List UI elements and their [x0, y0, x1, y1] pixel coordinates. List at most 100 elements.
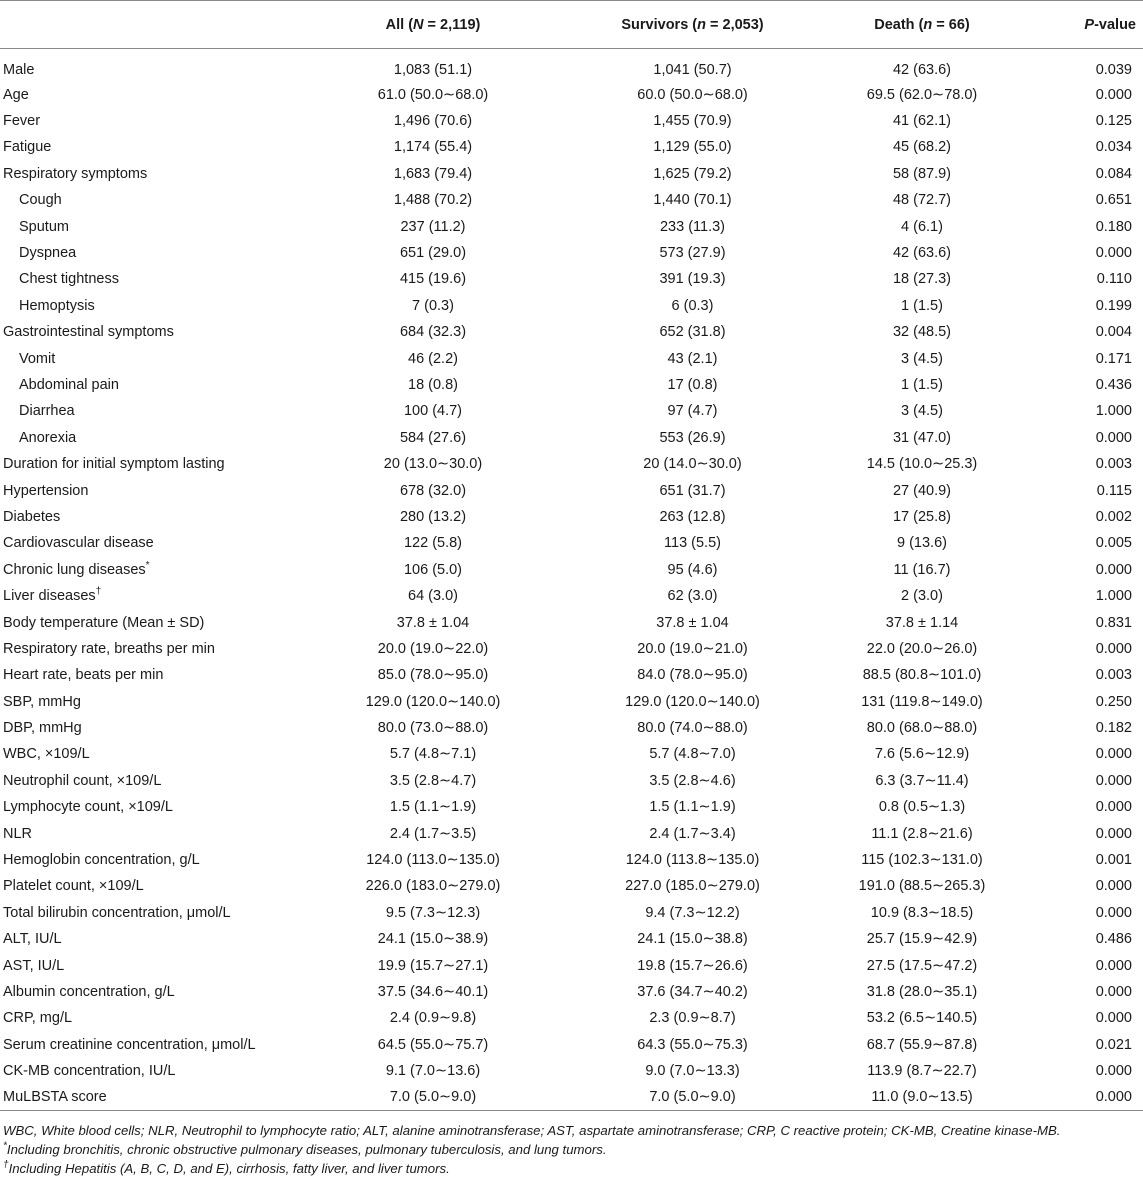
cell-death: 32 (48.5)	[892, 324, 952, 341]
cell-p-value: 0.486	[1095, 931, 1132, 948]
cell-all: 584 (27.6)	[399, 429, 467, 446]
footnote-marker: †	[3, 1159, 9, 1171]
cell-all: 2.4 (0.9∼9.8)	[389, 1010, 477, 1027]
row-label: Gastrointestinal symptoms	[3, 324, 174, 341]
row-label: Albumin concentration, g/L	[3, 983, 175, 1000]
cell-survivors: 391 (19.3)	[659, 271, 726, 288]
cell-death: 27 (40.9)	[892, 482, 952, 499]
row-label: Cough	[19, 192, 62, 209]
row-label: MuLBSTA score	[0, 1084, 300, 1112]
cell-survivors: 37.8 ± 1.04	[656, 614, 729, 631]
cell-all: 1,174 (55.4)	[393, 139, 473, 156]
header-p-value: P-value	[1025, 0, 1143, 49]
cell-survivors: 84.0 (78.0∼95.0)	[637, 667, 748, 684]
table-row: Sputum 237 (11.2) 233 (11.3) 4 (6.1) 0.180	[0, 213, 1143, 239]
cell-p-value: 0.651	[1095, 192, 1132, 209]
cell-all: 415 (19.6)	[399, 271, 467, 288]
table-footnotes: WBC, White blood cells; NLR, Neutrophil …	[0, 1121, 1143, 1178]
cell-all: 20 (13.0∼30.0)	[383, 456, 483, 473]
cell-all: 651 (29.0)	[399, 245, 467, 262]
row-label: Hypertension	[3, 482, 89, 499]
cell-survivors: 2.4 (1.7∼3.4)	[649, 825, 736, 842]
table-body: Male 1,083 (51.1) 1,041 (50.7) 42 (63.6) 0.0…	[0, 49, 1143, 1112]
cell-survivors: 1,041 (50.7)	[653, 61, 732, 78]
cell-all: 237 (11.2)	[400, 218, 466, 235]
footnote-marker: *	[3, 1140, 7, 1152]
cell-death: 18 (27.3)	[892, 271, 952, 288]
row-label: Respiratory symptoms	[3, 165, 148, 182]
row-label: DBP, mmHg	[3, 720, 82, 737]
table-row: Hemoptysis 7 (0.3) 6 (0.3) 1 (1.5) 0.199	[0, 293, 1143, 319]
cell-death: 69.5 (62.0∼78.0)	[866, 86, 978, 103]
row-label: Abdominal pain	[19, 376, 119, 393]
table-row: Heart rate, beats per min 85.0 (78.0∼95.0…	[0, 662, 1143, 688]
header-death: Death (n = 66)	[819, 0, 1025, 49]
cell-survivors: 1,455 (70.9)	[653, 113, 732, 130]
row-label: Chest tightness	[19, 271, 119, 288]
cell-all: 64 (3.0)	[408, 588, 458, 605]
row-label: SBP, mmHg	[3, 693, 81, 710]
row-label: CRP, mg/L	[3, 1010, 73, 1027]
cell-death: 14.5 (10.0∼25.3)	[866, 456, 978, 473]
cell-death: 11.1 (2.8∼21.6)	[871, 825, 973, 842]
cell-all: 280 (13.2)	[399, 508, 467, 525]
cell-p-value: 0.436	[1095, 376, 1132, 393]
cell-survivors: 17 (0.8)	[667, 376, 718, 393]
cell-death: 191.0 (88.5∼265.3)	[858, 878, 986, 895]
cell-survivors: 652 (31.8)	[659, 324, 726, 341]
cell-all: 19.9 (15.7∼27.1)	[377, 957, 489, 974]
cell-death: 4 (6.1)	[901, 218, 943, 235]
cell-all: 61.0 (50.0∼68.0)	[377, 86, 489, 103]
table-row: Platelet count, ×109/L 226.0 (183.0∼279.0…	[0, 873, 1143, 899]
cell-all: 226.0 (183.0∼279.0)	[365, 878, 501, 895]
table-row: Diabetes 280 (13.2) 263 (12.8) 17 (25.8) 0.0…	[0, 504, 1143, 530]
cell-p-value: 0.125	[1095, 113, 1132, 130]
cell-survivors: 60.0 (50.0∼68.0)	[637, 86, 748, 103]
cell-p-value: 0.250	[1095, 693, 1132, 710]
cell-p-value: 0.182	[1095, 720, 1132, 737]
table-row: Diarrhea 100 (4.7) 97 (4.7) 3 (4.5) 1.000	[0, 398, 1143, 424]
row-label: Male	[3, 61, 35, 78]
cell-death: 11.0 (9.0∼13.5)	[819, 1084, 1025, 1112]
cell-p-value: 0.110	[1096, 271, 1132, 288]
table-row: Dyspnea 651 (29.0) 573 (27.9) 42 (63.6) 0.00…	[0, 240, 1143, 266]
cell-death: 7.6 (5.6∼12.9)	[874, 746, 970, 763]
cell-all: 9.5 (7.3∼12.3)	[385, 904, 481, 921]
cell-death: 37.8 ± 1.14	[885, 614, 959, 631]
cell-p-value: 0.000	[1095, 640, 1132, 657]
cell-p-value: 0.115	[1096, 482, 1132, 499]
table-row: NLR 2.4 (1.7∼3.5) 2.4 (1.7∼3.4) 11.1 (2.8∼2…	[0, 820, 1143, 846]
cell-all: 7 (0.3)	[412, 297, 454, 314]
cell-survivors: 2.3 (0.9∼8.7)	[649, 1010, 736, 1027]
row-label: Heart rate, beats per min	[3, 667, 164, 684]
footnote: WBC, White blood cells; NLR, Neutrophil …	[3, 1123, 1061, 1139]
cell-p-value: 0.000	[1095, 429, 1132, 446]
row-label: Diabetes	[3, 508, 61, 525]
cell-death: 22.0 (20.0∼26.0)	[866, 640, 978, 657]
cell-p-value: 0.039	[1095, 61, 1132, 78]
cell-p-value: 0.000	[1095, 561, 1132, 578]
cell-p-value: 0.000	[1095, 245, 1132, 262]
table-row: Cough 1,488 (70.2) 1,440 (70.1) 48 (72.7) 0.…	[0, 187, 1143, 213]
cell-p-value: 0.000	[1095, 1010, 1132, 1027]
table-row: Fatigue 1,174 (55.4) 1,129 (55.0) 45 (68.2)…	[0, 134, 1143, 160]
cell-survivors: 573 (27.9)	[659, 245, 726, 262]
cell-p-value: 0.005	[1095, 535, 1132, 552]
cell-death: 68.7 (55.9∼87.8)	[866, 1036, 978, 1053]
cell-survivors: 24.1 (15.0∼38.8)	[637, 931, 748, 948]
table-row: AST, IU/L 19.9 (15.7∼27.1) 19.8 (15.7∼26.6…	[0, 952, 1143, 978]
row-label: Hemoptysis	[19, 297, 95, 314]
table-row: Liver diseases† 64 (3.0) 62 (3.0) 2 (3.0) 1.…	[0, 583, 1143, 609]
cell-all: 85.0 (78.0∼95.0)	[377, 667, 489, 684]
table-row: Abdominal pain 18 (0.8) 17 (0.8) 1 (1.5) 0.4…	[0, 372, 1143, 398]
table-row: CRP, mg/L 2.4 (0.9∼9.8) 2.3 (0.9∼8.7) 53.2 …	[0, 1005, 1143, 1031]
header-survivors: Survivors (n = 2,053)	[566, 0, 819, 49]
table-row: Duration for initial symptom lasting 20 (…	[0, 451, 1143, 477]
row-label: Vomit	[19, 350, 56, 367]
cell-survivors: 9.4 (7.3∼12.2)	[645, 904, 740, 921]
cell-survivors: 263 (12.8)	[659, 508, 726, 525]
row-label: Dyspnea	[19, 245, 77, 262]
data-table: All (N = 2,119) Survivors (n = 2,053) De…	[0, 0, 1143, 1112]
cell-p-value: 0.000	[1095, 983, 1132, 1000]
cell-all: 18 (0.8)	[408, 376, 458, 393]
